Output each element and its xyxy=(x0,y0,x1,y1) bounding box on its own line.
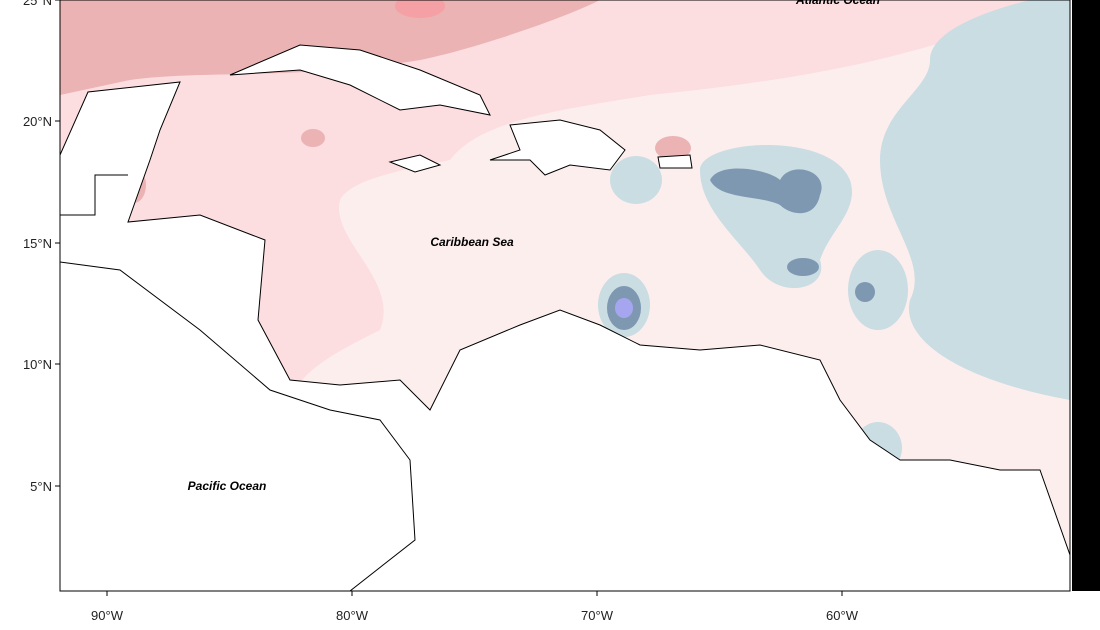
pacific-coast xyxy=(60,261,416,591)
contour-low xyxy=(610,156,662,204)
lon-label: 70°W xyxy=(581,608,614,623)
ocean-label: Caribbean Sea xyxy=(430,235,514,249)
lat-label: 10°N xyxy=(23,357,52,372)
lon-label: 80°W xyxy=(336,608,369,623)
cuba xyxy=(229,44,491,116)
jamaica xyxy=(388,154,442,173)
lon-label: 90°W xyxy=(91,608,124,623)
labels: 25°N 20°N 15°N 10°N 5°N 90°W 80°W 70°W 60°W Atlan… xyxy=(23,0,880,623)
contour-min xyxy=(615,298,633,318)
contour-mid xyxy=(301,129,325,147)
contour-low xyxy=(880,0,1070,400)
lon-label: 60°W xyxy=(826,608,859,623)
hispaniola xyxy=(489,119,626,176)
contour-mid xyxy=(655,136,691,160)
border xyxy=(60,174,128,216)
contour-high xyxy=(395,0,445,18)
puerto-rico xyxy=(657,154,693,169)
lat-label: 15°N xyxy=(23,236,52,251)
lat-label: 25°N xyxy=(23,0,52,8)
lat-label: 20°N xyxy=(23,114,52,129)
contour-light xyxy=(60,0,1030,420)
contour-very-low xyxy=(787,258,819,276)
ocean-label: Atlantic Ocean xyxy=(795,0,880,7)
contour-low xyxy=(848,250,908,330)
edge xyxy=(1072,0,1100,591)
land-mainland xyxy=(60,81,1070,591)
field xyxy=(60,0,1070,591)
contour-very-low xyxy=(855,282,875,302)
lat-label: 5°N xyxy=(30,479,52,494)
frame xyxy=(59,0,1071,592)
ocean-label: Pacific Ocean xyxy=(188,479,267,493)
contour-very-low xyxy=(710,168,822,214)
